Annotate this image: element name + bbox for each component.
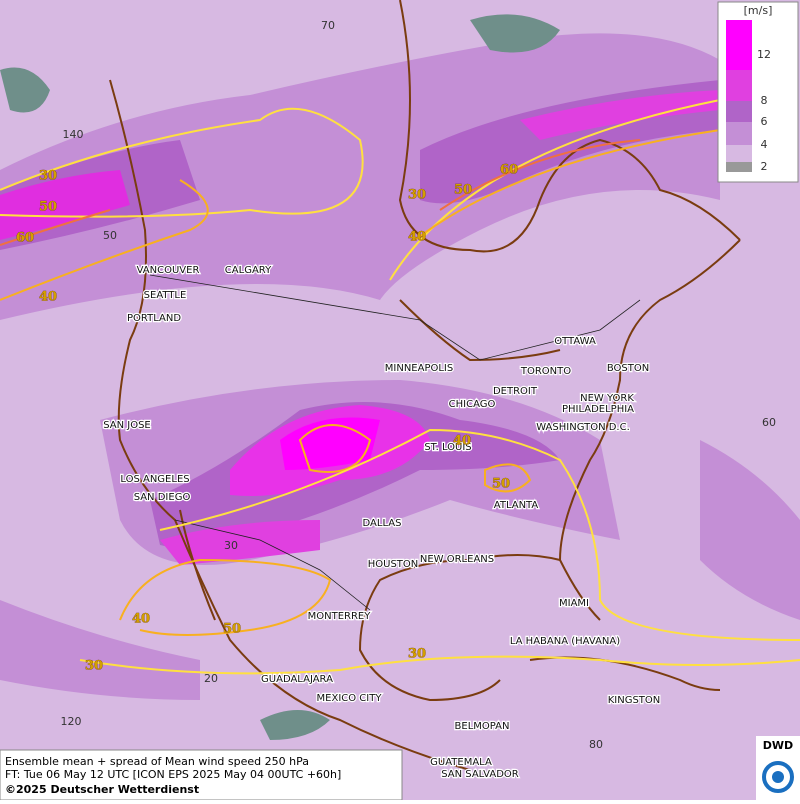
coastlines (109, 0, 741, 771)
legend-swatch (726, 20, 752, 70)
grid-label: 70 (321, 19, 335, 32)
city-label: SAN JOSE (103, 420, 151, 431)
grid-label: 120 (61, 715, 82, 728)
contour-label: 40 (453, 434, 471, 449)
legend-label: 12 (757, 48, 771, 61)
city-label: ATLANTA (494, 500, 539, 511)
city-label: VANCOUVER (137, 265, 200, 276)
contour-label: 50 (223, 622, 241, 637)
logo-icon (762, 761, 794, 793)
city-label: HOUSTON (368, 559, 419, 570)
contour-label: 30 (408, 188, 426, 203)
city-label: SAN SALVADOR (441, 769, 518, 780)
grid-label: 60 (762, 416, 776, 429)
legend-swatch (726, 70, 752, 101)
grid-label: 20 (204, 672, 218, 685)
legend-label: 6 (761, 115, 768, 128)
city-label: SEATTLE (144, 290, 187, 301)
legend-swatch (726, 145, 752, 162)
city-label: LA HABANA (HAVANA) (510, 636, 620, 647)
city-label: DALLAS (363, 518, 402, 529)
borders (149, 274, 641, 611)
contour-label: 50 (39, 200, 57, 215)
contour-label: 40 (39, 290, 57, 305)
legend-label: 8 (761, 94, 768, 107)
isotachs (0, 99, 800, 675)
contour-label: 50 (492, 477, 510, 492)
city-label: MINNEAPOLIS (385, 363, 453, 374)
city-label: MEXICO CITY (317, 693, 383, 704)
legend-swatch (726, 101, 752, 122)
logo-text: DWD (763, 739, 793, 752)
city-label: WASHINGTON D.C. (536, 422, 630, 433)
caption-line: ©2025 Deutscher Wetterdienst (5, 783, 199, 796)
contour-label: 30 (39, 169, 57, 184)
city-label: BOSTON (607, 363, 649, 374)
grid-label: 50 (103, 229, 117, 242)
city-label: KINGSTON (608, 695, 661, 706)
caption-line: FT: Tue 06 May 12 UTC [ICON EPS 2025 May… (5, 768, 341, 781)
grid-label: 30 (224, 539, 238, 552)
legend (717, 1, 799, 183)
legend-label: 2 (761, 160, 768, 173)
contour-label: 40 (132, 612, 150, 627)
legend-unit: [m/s] (744, 4, 773, 17)
contour-label: 50 (454, 183, 472, 198)
city-label: GUADALAJARA (261, 674, 333, 685)
labels: VANCOUVER CALGARY SEATTLE PORTLAND SAN JOSE L… (16, 19, 776, 781)
contour-label: 30 (408, 647, 426, 662)
caption-box (0, 749, 403, 801)
city-label: DETROIT (493, 386, 538, 397)
grid-label: 140 (63, 128, 84, 141)
city-label: LOS ANGELES (120, 474, 189, 485)
grid-label: 80 (589, 738, 603, 751)
contour-label: 30 (85, 659, 103, 674)
contour-label: 60 (500, 163, 518, 178)
city-label: TORONTO (520, 366, 571, 377)
logo-icon (772, 771, 784, 783)
contour-label: 60 (16, 231, 34, 246)
legend-label: 4 (761, 138, 768, 151)
city-label: NEW ORLEANS (420, 554, 494, 565)
city-label: NEW YORK (580, 393, 634, 404)
city-label: CHICAGO (449, 399, 496, 410)
city-label: ST. LOUIS (424, 442, 471, 453)
city-label: BELMOPAN (455, 721, 510, 732)
legend-swatch (726, 162, 752, 172)
city-label: MONTERREY (308, 611, 372, 622)
city-label: GUATEMALA (430, 757, 492, 768)
city-label: OTTAWA (554, 336, 596, 347)
city-label: CALGARY (225, 265, 272, 276)
contour-label: 40 (408, 230, 426, 245)
city-label: MIAMI (559, 598, 589, 609)
city-label: PORTLAND (127, 313, 181, 324)
city-label: PHILADELPHIA (562, 404, 634, 415)
city-label: SAN DIEGO (134, 492, 191, 503)
legend-swatch (726, 122, 752, 145)
caption-line: Ensemble mean + spread of Mean wind spee… (5, 755, 309, 768)
